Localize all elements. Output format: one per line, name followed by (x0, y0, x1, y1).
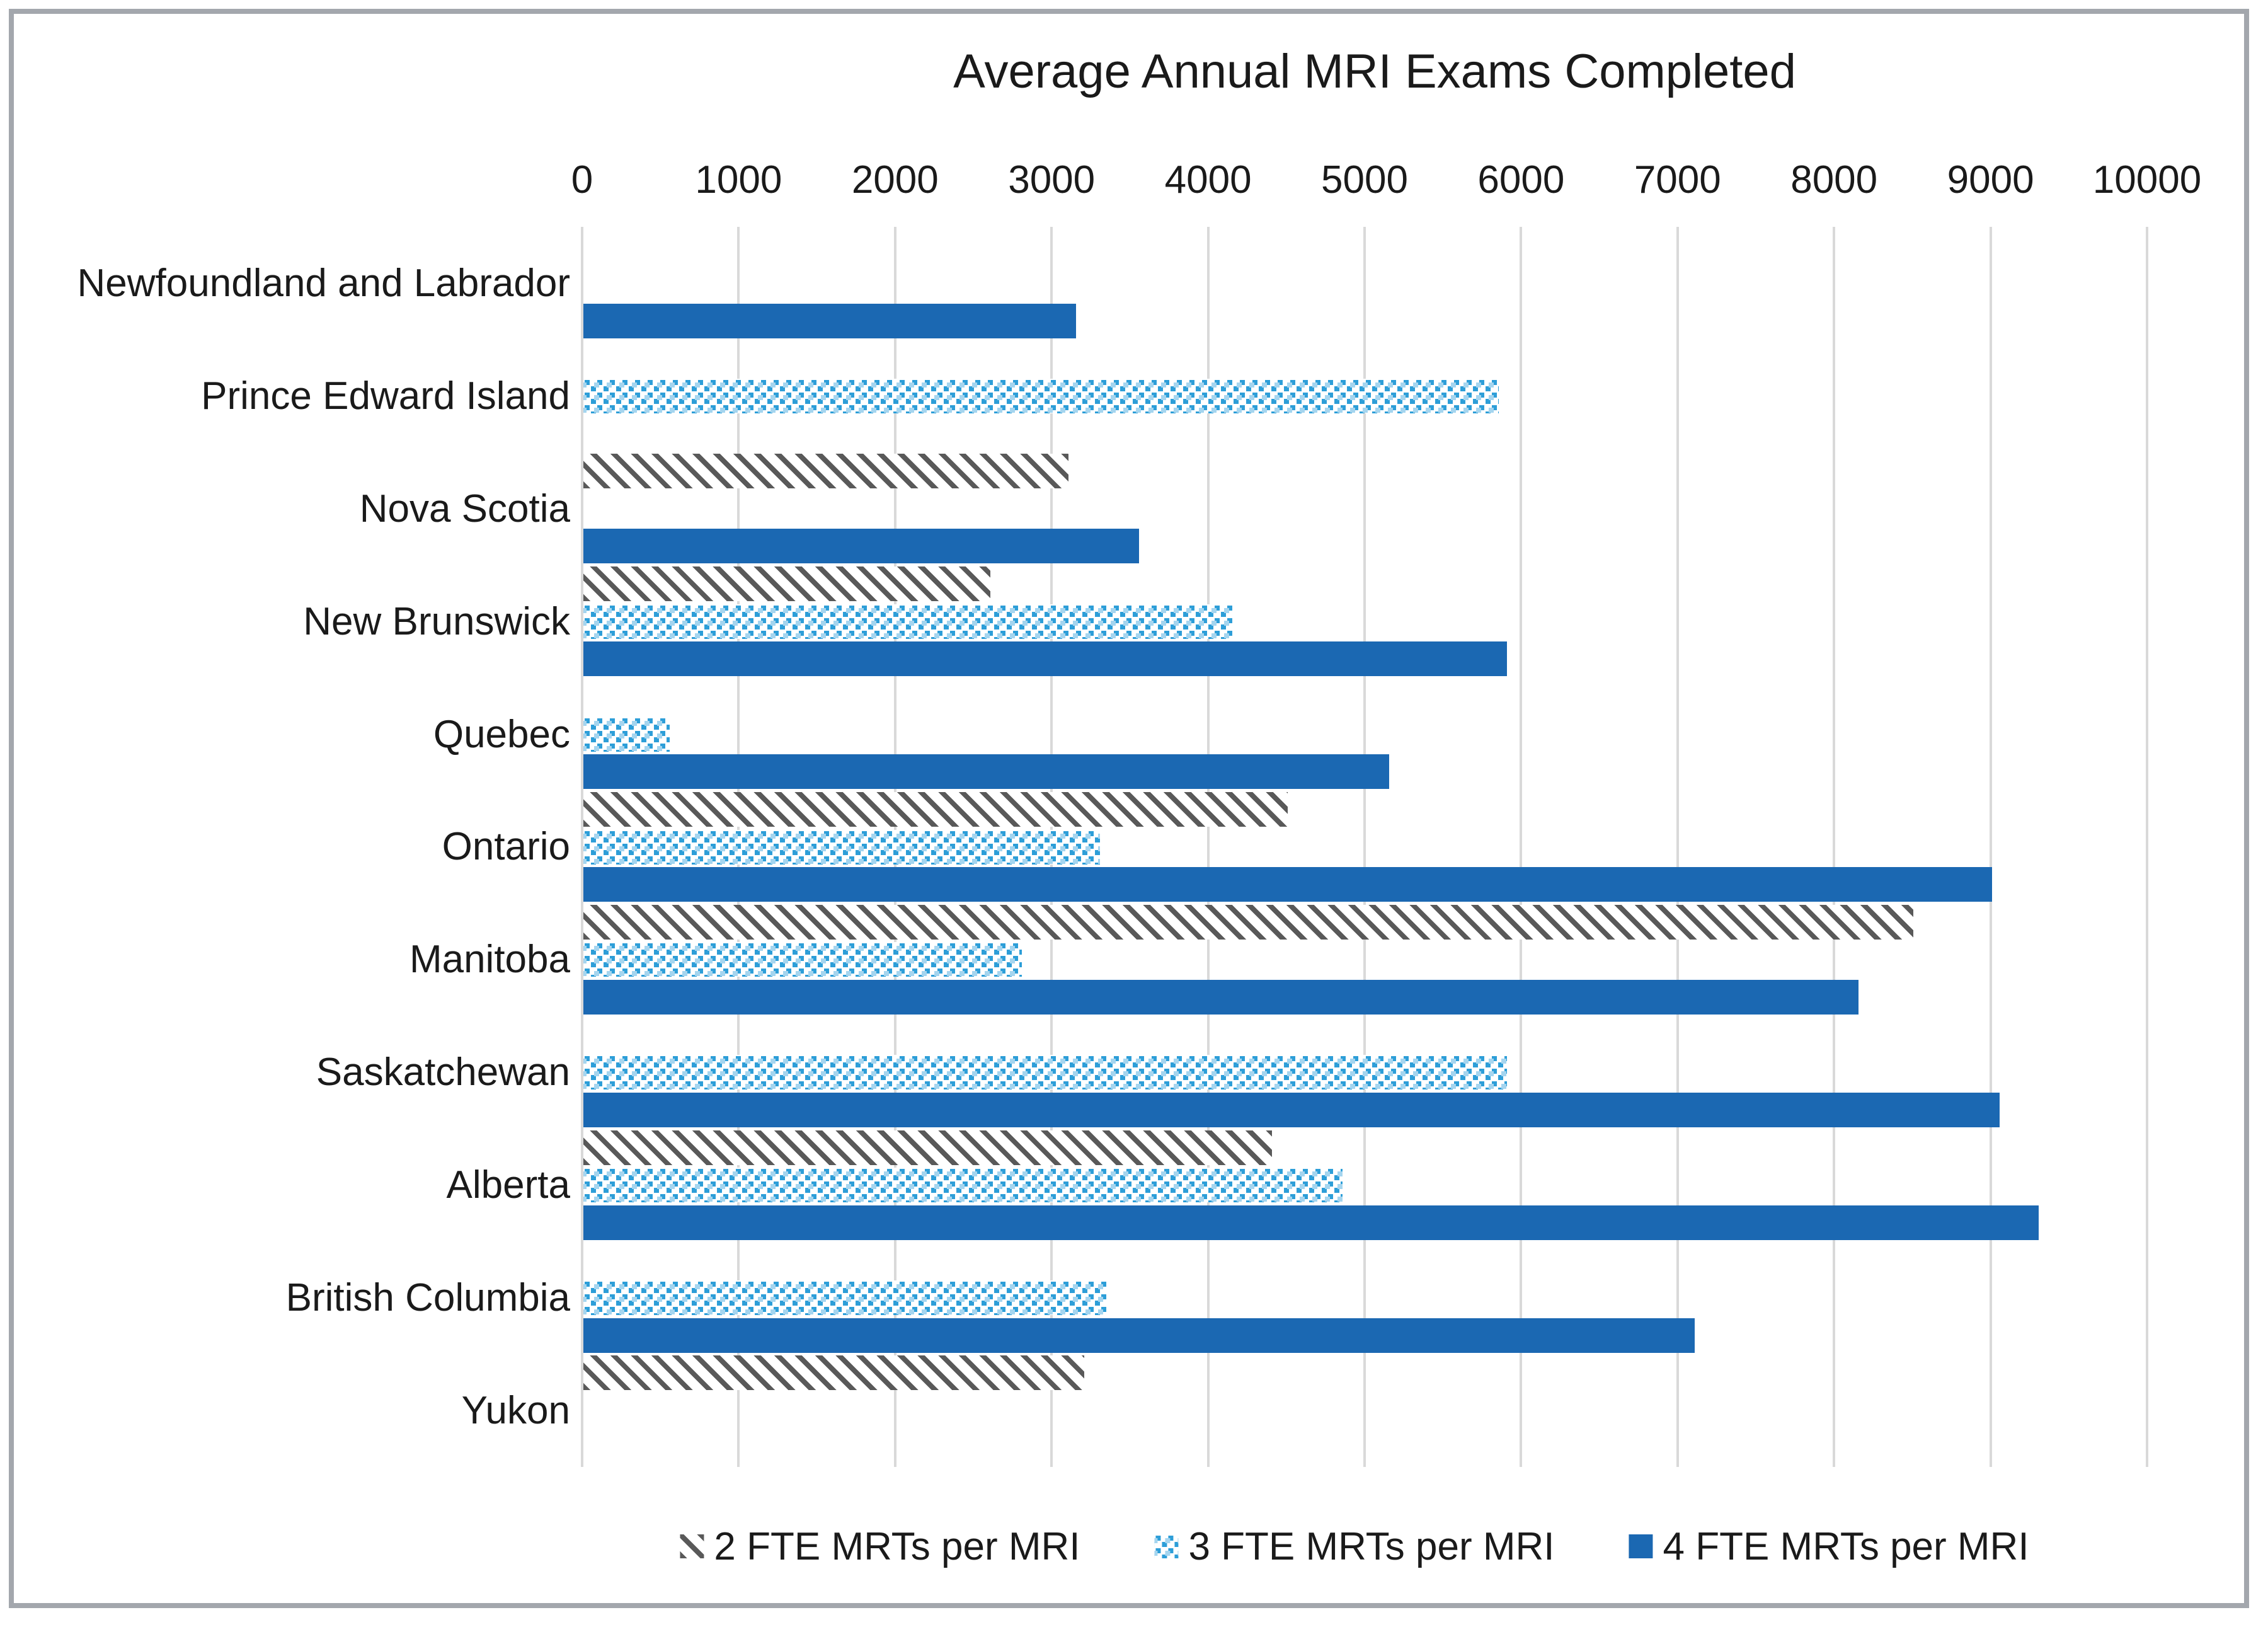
x-axis-tick-label: 7000 (1634, 158, 1721, 202)
bar-3fte-new-brunswick (583, 604, 1233, 639)
category-label-alberta: Alberta (446, 1163, 570, 1207)
x-axis-tick-label: 0 (571, 158, 593, 202)
bar-2fte-yukon (583, 1355, 1084, 1390)
bar-4fte-british-columbia (583, 1318, 1695, 1353)
chart-title: Average Annual MRI Exams Completed (953, 45, 1796, 98)
legend-label-3fte: 3 FTE MRTs per MRI (1188, 1524, 1555, 1568)
legend-item-3fte: 3 FTE MRTs per MRI (1154, 1524, 1555, 1569)
bar-3fte-manitoba (583, 942, 1022, 977)
bar-2fte-manitoba (583, 905, 1913, 940)
category-label-british-columbia: British Columbia (285, 1276, 570, 1320)
category-label-newfoundland-and-labrador: Newfoundland and Labrador (77, 261, 570, 305)
gridline-10000 (2146, 227, 2148, 1467)
category-label-quebec: Quebec (433, 712, 570, 756)
x-axis-tick-label: 9000 (1947, 158, 2034, 202)
bar-4fte-quebec (583, 754, 1389, 789)
x-axis-tick-label: 5000 (1321, 158, 1408, 202)
category-label-ontario: Ontario (442, 825, 570, 869)
bar-3fte-quebec (583, 717, 670, 752)
gridline-7000 (1676, 227, 1679, 1467)
legend-item-2fte: 2 FTE MRTs per MRI (680, 1524, 1080, 1569)
bar-4fte-new-brunswick (583, 641, 1507, 676)
x-axis-tick-label: 4000 (1164, 158, 1252, 202)
bar-4fte-manitoba (583, 980, 1858, 1015)
legend-label-4fte: 4 FTE MRTs per MRI (1663, 1524, 2029, 1568)
legend-item-4fte: 4 FTE MRTs per MRI (1629, 1524, 2029, 1569)
x-axis-tick-label: 6000 (1477, 158, 1565, 202)
bar-3fte-british-columbia (583, 1280, 1108, 1315)
legend-label-2fte: 2 FTE MRTs per MRI (714, 1524, 1080, 1568)
gridline-8000 (1833, 227, 1836, 1467)
category-label-new-brunswick: New Brunswick (303, 599, 570, 643)
gridline-9000 (1989, 227, 1992, 1467)
legend-marker-3fte-dots-icon (1154, 1534, 1179, 1558)
bar-4fte-ontario (583, 867, 1992, 902)
bar-2fte-alberta (583, 1130, 1272, 1165)
bar-2fte-ontario (583, 792, 1288, 827)
bar-3fte-alberta (583, 1168, 1343, 1202)
bar-3fte-prince-edward-island (583, 379, 1499, 413)
gridline-6000 (1520, 227, 1523, 1467)
gridline-5000 (1363, 227, 1366, 1467)
bar-4fte-newfoundland-and-labrador (583, 304, 1076, 338)
gridline-0 (581, 227, 583, 1467)
legend-marker-2fte-hatch-icon (680, 1534, 704, 1558)
category-label-saskatchewan: Saskatchewan (316, 1050, 570, 1095)
gridline-4000 (1206, 227, 1210, 1467)
x-axis-tick-label: 3000 (1008, 158, 1096, 202)
category-label-yukon: Yukon (461, 1389, 570, 1433)
category-label-nova-scotia: Nova Scotia (359, 486, 570, 531)
bar-2fte-new-brunswick (583, 566, 990, 601)
bar-2fte-nova-scotia (583, 454, 1068, 488)
x-axis-tick-label: 1000 (695, 158, 782, 202)
category-label-prince-edward-island: Prince Edward Island (201, 374, 570, 418)
x-axis-tick-label: 2000 (851, 158, 939, 202)
bar-4fte-nova-scotia (583, 529, 1139, 563)
bar-3fte-saskatchewan (583, 1055, 1507, 1089)
category-label-manitoba: Manitoba (409, 938, 570, 982)
bar-4fte-saskatchewan (583, 1093, 2000, 1127)
legend: 2 FTE MRTs per MRI 3 FTE MRTs per MRI 4 … (680, 1516, 2029, 1577)
x-axis-tick-label: 10000 (2092, 158, 2202, 202)
bar-3fte-ontario (583, 830, 1100, 865)
x-axis-tick-label: 8000 (1790, 158, 1878, 202)
bar-4fte-alberta (583, 1205, 2039, 1240)
legend-marker-4fte-solid-icon (1629, 1534, 1653, 1558)
